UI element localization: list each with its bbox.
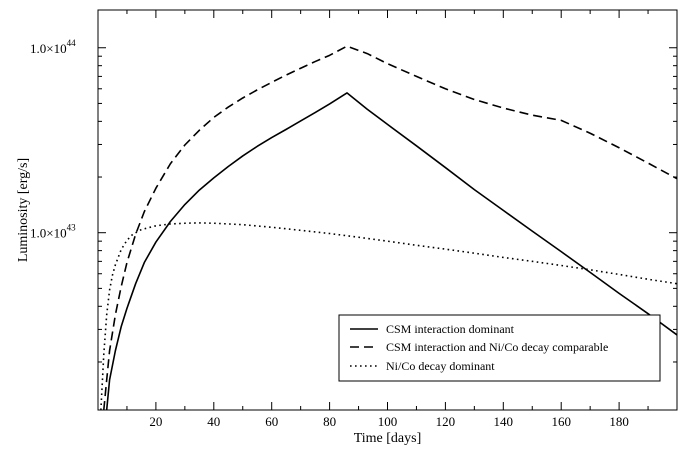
legend-box (338, 314, 661, 382)
legend-label-csm: CSM interaction dominant (386, 322, 515, 336)
y-axis-title: Luminosity [erg/s] (16, 158, 31, 262)
x-tick-label: 80 (323, 414, 336, 429)
series-line-dashed (102, 45, 678, 411)
series-line-dotted (100, 222, 678, 411)
x-tick-label: 40 (207, 414, 220, 429)
x-tick-label: 60 (265, 414, 278, 429)
tick-labels: 20 40 60 80 100 120 140 160 180 1.0×1043 1.0×1044 (30, 38, 629, 429)
x-tick-label: 120 (436, 414, 456, 429)
legend-label-nico: Ni/Co decay dominant (386, 359, 495, 373)
x-tick-label: 100 (378, 414, 398, 429)
axis-ticks (98, 10, 677, 410)
x-tick-label: 140 (494, 414, 514, 429)
series-line-solid (105, 92, 678, 411)
x-tick-label: 160 (551, 414, 571, 429)
x-tick-label: 20 (149, 414, 162, 429)
y-tick-label: 1.0×1043 (30, 223, 76, 241)
legend-label-comparable: CSM interaction and Ni/Co decay comparab… (386, 340, 608, 354)
y-tick-label: 1.0×1044 (30, 38, 76, 56)
series-lines (100, 45, 678, 411)
x-axis-title: Time [days] (354, 431, 422, 446)
x-tick-label: 180 (609, 414, 629, 429)
legend: CSM interaction dominant CSM interaction… (338, 314, 661, 382)
